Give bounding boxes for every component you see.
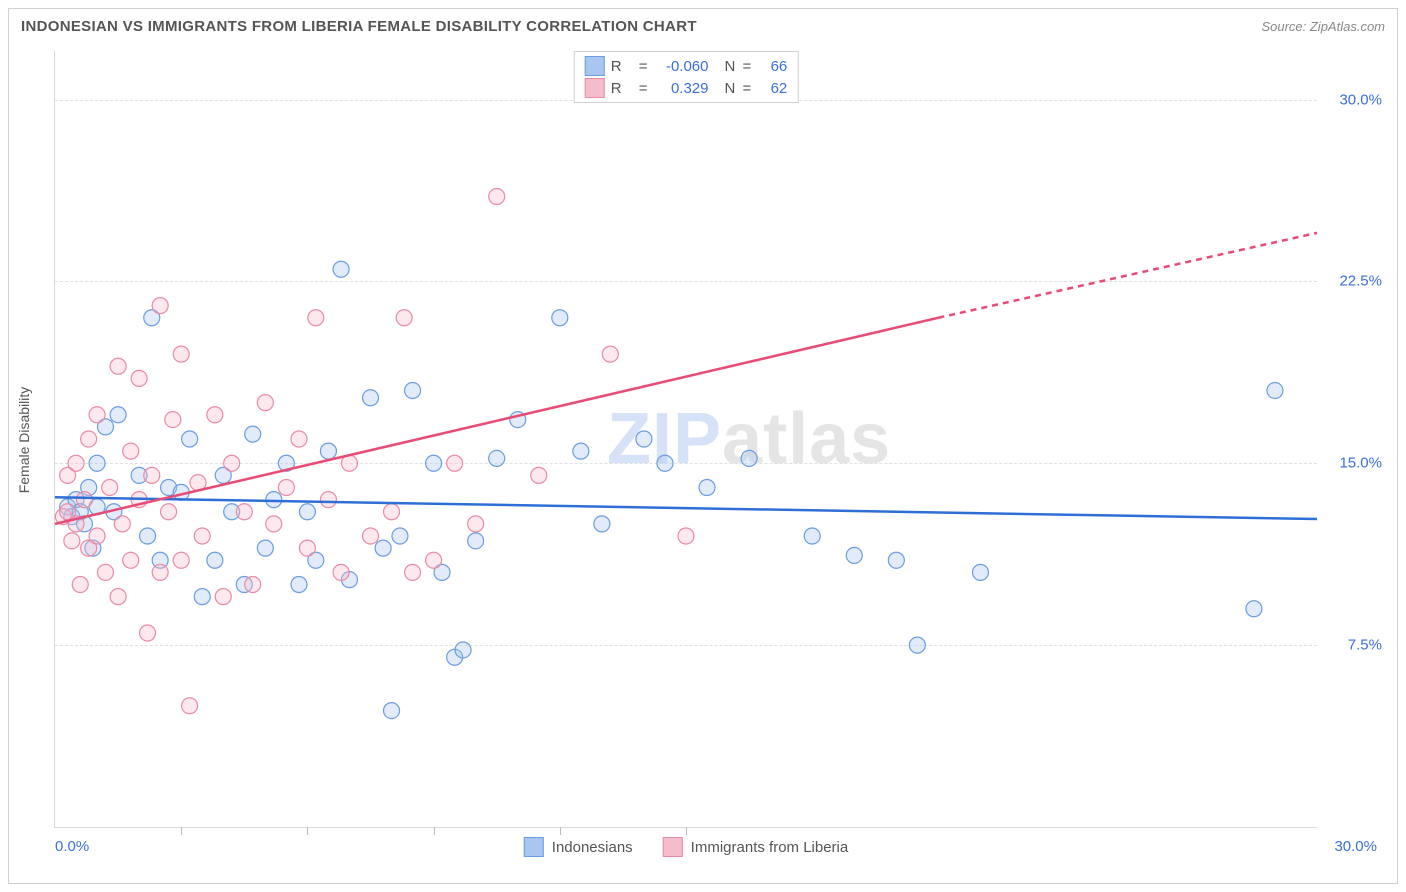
stats-legend: R = -0.060 N = 66 R = 0.329 N = 62 — [574, 51, 799, 103]
r-value-2: 0.329 — [654, 80, 709, 97]
x-axis-start-label: 0.0% — [55, 838, 89, 855]
y-axis-label: Female Disability — [16, 386, 32, 493]
source-text: Source: ZipAtlas.com — [1261, 19, 1385, 34]
plot-area: ZIPatlas 7.5%15.0%22.5%30.0% 0.0% 30.0% … — [54, 51, 1317, 828]
legend-item-2: Immigrants from Liberia — [663, 837, 849, 857]
n-value-2: 62 — [757, 80, 787, 97]
r-label: R — [611, 80, 633, 97]
equals-sign: = — [639, 58, 648, 75]
y-tick-label: 30.0% — [1339, 91, 1382, 108]
swatch-series2-icon — [663, 837, 683, 857]
chart-title: INDONESIAN VS IMMIGRANTS FROM LIBERIA FE… — [21, 18, 697, 35]
stats-row-2: R = 0.329 N = 62 — [585, 78, 788, 98]
n-value-1: 66 — [757, 58, 787, 75]
n-label: N — [725, 58, 737, 75]
stats-row-1: R = -0.060 N = 66 — [585, 56, 788, 76]
equals-sign: = — [639, 80, 648, 97]
r-value-1: -0.060 — [654, 58, 709, 75]
n-label: N — [725, 80, 737, 97]
y-tick-label: 22.5% — [1339, 273, 1382, 290]
legend-label-1: Indonesians — [552, 839, 633, 856]
scatter-svg — [55, 51, 1317, 827]
equals-sign: = — [743, 80, 752, 97]
legend-item-1: Indonesians — [524, 837, 633, 857]
r-label: R — [611, 58, 633, 75]
title-bar: INDONESIAN VS IMMIGRANTS FROM LIBERIA FE… — [9, 9, 1397, 44]
bottom-legend: Indonesians Immigrants from Liberia — [524, 837, 848, 857]
plot-wrapper: Female Disability ZIPatlas 7.5%15.0%22.5… — [54, 51, 1317, 828]
equals-sign: = — [743, 58, 752, 75]
chart-container: INDONESIAN VS IMMIGRANTS FROM LIBERIA FE… — [8, 8, 1398, 884]
x-axis-end-label: 30.0% — [1334, 838, 1377, 855]
swatch-series1-icon — [585, 56, 605, 76]
swatch-series1-icon — [524, 837, 544, 857]
legend-label-2: Immigrants from Liberia — [691, 839, 849, 856]
swatch-series2-icon — [585, 78, 605, 98]
y-tick-label: 7.5% — [1348, 637, 1382, 654]
y-tick-label: 15.0% — [1339, 455, 1382, 472]
